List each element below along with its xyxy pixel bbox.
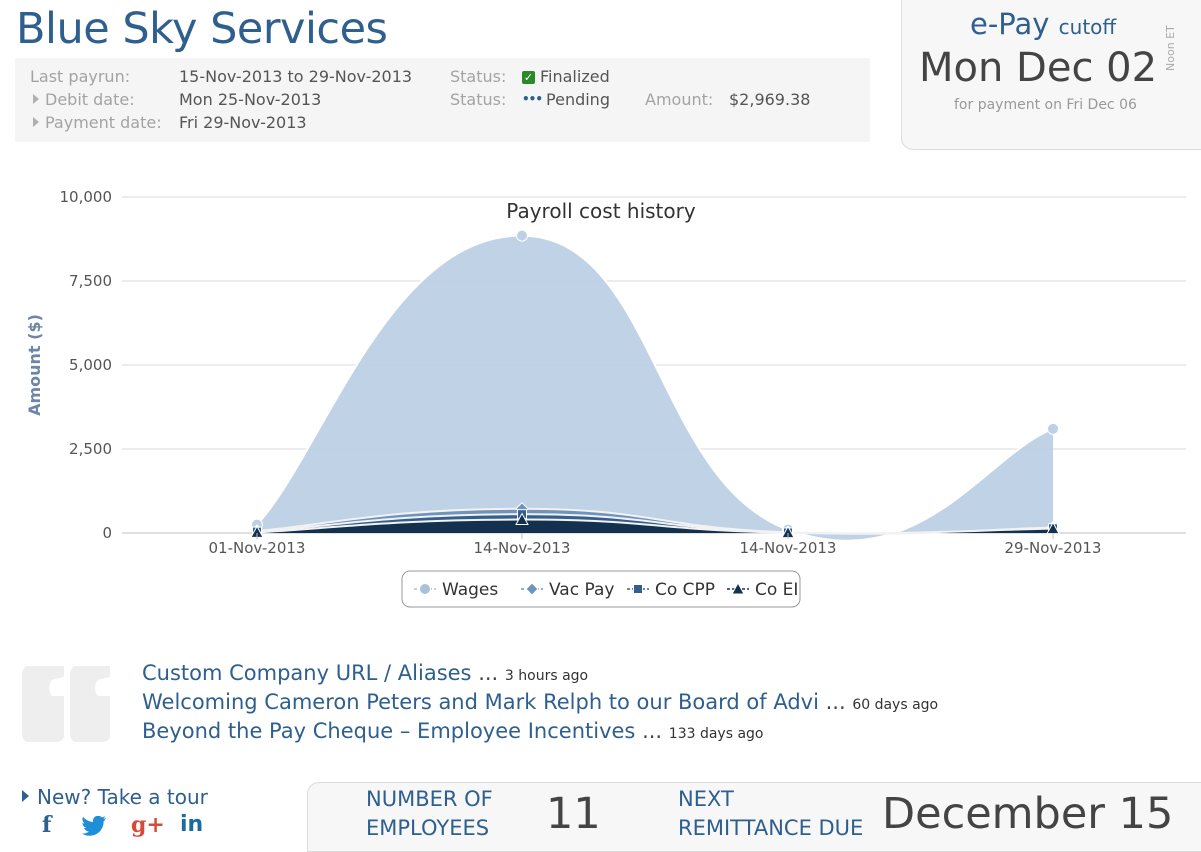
legend-marker	[525, 582, 539, 596]
epay-cutoff-date: Mon Dec 02	[919, 45, 1158, 91]
news-ellipsis: ...	[478, 661, 499, 685]
news-link[interactable]: Beyond the Pay Cheque – Employee Incenti…	[142, 719, 636, 743]
news-ellipsis: ...	[642, 719, 663, 743]
expand-arrow-icon	[33, 94, 39, 104]
epay-title: e-Pay cutoff	[970, 7, 1116, 41]
epay-cutoff-panel: e-Pay cutoff Mon Dec 02 for payment on F…	[901, 0, 1201, 150]
x-tick-label: 29-Nov-2013	[1005, 539, 1102, 557]
debit-date-value: Mon 25-Nov-2013	[179, 90, 322, 109]
employees-label-line1: NUMBER OF	[366, 787, 493, 811]
news-ellipsis: ...	[825, 690, 846, 714]
last-payrun-value: 15-Nov-2013 to 29-Nov-2013	[179, 67, 413, 86]
data-point	[1047, 422, 1059, 435]
chart-axes: 0 2,500 5,000 7,500 10,000 01-Nov-2013 14-Nov-…	[60, 188, 1102, 557]
chart-title: Payroll cost history	[506, 199, 696, 223]
quote-icon	[22, 666, 110, 742]
data-point	[515, 512, 529, 526]
last-payrun-label: Last payrun:	[30, 67, 131, 86]
google-plus-icon[interactable]: g+	[131, 812, 165, 838]
ellipsis-icon: •••	[522, 92, 543, 106]
expand-arrow-icon	[33, 117, 39, 127]
payment-date-label: Payment date:	[45, 113, 162, 132]
legend-label: Vac Pay	[549, 580, 614, 600]
news-item: Welcoming Cameron Peters and Mark Relph …	[142, 690, 938, 714]
stats-panel: NUMBER OF EMPLOYEES 11 NEXT REMITTANCE D…	[307, 782, 1201, 852]
chart-markers	[250, 229, 1060, 540]
news-time: 133 days ago	[668, 726, 764, 742]
take-tour-link[interactable]: New? Take a tour	[22, 785, 208, 809]
news-link[interactable]: Custom Company URL / Aliases	[142, 661, 472, 685]
news-time: 3 hours ago	[504, 668, 589, 684]
epay-title-main: e-Pay	[970, 7, 1050, 41]
news-item: Custom Company URL / Aliases ... 3 hours…	[142, 661, 588, 685]
area-co-ei	[257, 519, 1053, 534]
amount-label: Amount:	[645, 90, 714, 109]
line-wages	[256, 234, 1054, 542]
remittance-label-line2: REMITTANCE DUE	[678, 816, 864, 840]
legend-box	[401, 570, 801, 608]
y-tick-label: 7,500	[69, 272, 112, 290]
legend-label: Wages	[442, 580, 498, 600]
amount-value: $2,969.38	[729, 90, 811, 109]
status-finalized: ✓ Finalized	[522, 67, 610, 86]
chart-legend: Wages Vac Pay Co CPP Co EI	[401, 570, 801, 608]
status-label: Status:	[450, 67, 507, 86]
payroll-cost-chart: 0 2,500 5,000 7,500 10,000 01-Nov-2013 14-Nov-…	[25, 188, 1186, 608]
employees-label-line2: EMPLOYEES	[366, 816, 490, 840]
check-icon: ✓	[522, 71, 535, 84]
payment-date-value: Fri 29-Nov-2013	[179, 113, 307, 132]
company-title: Blue Sky Services	[16, 4, 388, 54]
employees-label: NUMBER OF EMPLOYEES	[366, 785, 493, 843]
play-arrow-icon	[22, 790, 29, 802]
legend-label: Co CPP	[655, 580, 715, 600]
legend-marker	[633, 584, 643, 594]
y-axis-label: Amount ($)	[25, 314, 44, 416]
y-tick-label: 5,000	[69, 356, 112, 374]
news-time: 60 days ago	[852, 697, 939, 713]
payrun-summary: Last payrun: 15-Nov-2013 to 29-Nov-2013 …	[15, 58, 870, 142]
status-label: Status:	[450, 90, 507, 109]
y-tick-label: 0	[102, 524, 112, 542]
status-finalized-text: Finalized	[540, 67, 610, 86]
data-point	[516, 229, 528, 242]
area-wages	[257, 235, 1053, 541]
legend-label: Co EI	[755, 580, 798, 600]
news-item: Beyond the Pay Cheque – Employee Incenti…	[142, 719, 763, 743]
remittance-due-date: December 15	[882, 789, 1174, 839]
remittance-label-line1: NEXT	[678, 787, 734, 811]
x-tick-label: 01-Nov-2013	[209, 539, 306, 557]
status-pending: ••• Pending	[522, 90, 610, 109]
legend-marker	[419, 583, 431, 595]
twitter-icon[interactable]	[82, 816, 106, 836]
debit-date-toggle[interactable]: Debit date:	[33, 90, 135, 109]
line-co-ei	[256, 518, 1054, 535]
y-tick-label: 2,500	[69, 440, 112, 458]
chart-areas	[256, 234, 1054, 542]
take-tour-label: New? Take a tour	[37, 785, 208, 809]
epay-title-suffix: cutoff	[1058, 15, 1117, 39]
epay-payment-date: for payment on Fri Dec 06	[954, 97, 1137, 113]
status-pending-text: Pending	[546, 90, 610, 109]
debit-date-label: Debit date:	[45, 90, 135, 109]
epay-noon-label: Noon ET	[1164, 25, 1177, 71]
facebook-icon[interactable]: f	[42, 812, 52, 838]
payment-date-toggle[interactable]: Payment date:	[33, 113, 162, 132]
legend-marker	[731, 581, 745, 595]
x-tick-label: 14-Nov-2013	[474, 539, 571, 557]
x-tick-label: 14-Nov-2013	[740, 539, 837, 557]
employee-count: 11	[546, 789, 601, 839]
y-tick-label: 10,000	[60, 188, 113, 206]
news-link[interactable]: Welcoming Cameron Peters and Mark Relph …	[142, 690, 819, 714]
remittance-label: NEXT REMITTANCE DUE	[678, 785, 863, 843]
linkedin-icon[interactable]: in	[180, 812, 204, 837]
